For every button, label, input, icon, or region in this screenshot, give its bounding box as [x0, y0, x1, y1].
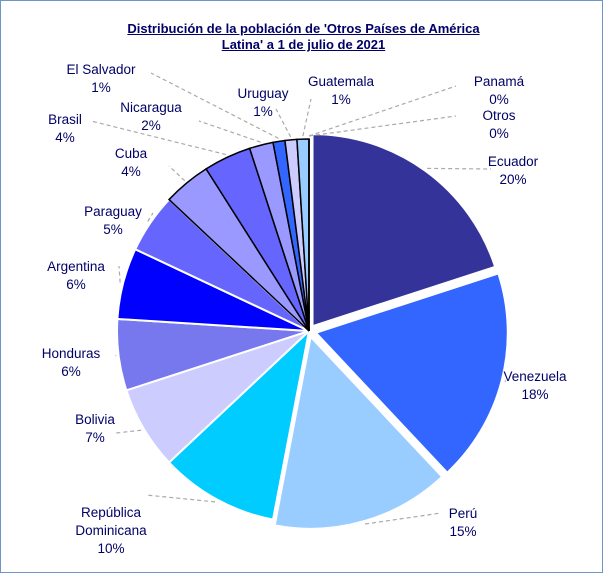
data-label: Uruguay 1% — [237, 85, 288, 121]
category-label: Bolivia — [75, 412, 115, 427]
value-label: 5% — [103, 222, 123, 237]
category-label: Perú — [448, 506, 478, 521]
leader-line — [115, 429, 142, 434]
value-label: 6% — [61, 364, 81, 379]
value-label: 15% — [449, 524, 477, 539]
value-label: 1% — [253, 104, 273, 119]
category-label: Guatemala — [307, 74, 375, 89]
category-label: Panamá — [473, 74, 525, 89]
data-label: Honduras 6% — [42, 345, 101, 381]
category-label: Paraguay — [84, 204, 142, 219]
data-label: Nicaragua 2% — [120, 99, 182, 135]
pie-slice — [311, 133, 497, 328]
data-label: Argentina 6% — [47, 258, 105, 294]
pie-slice — [167, 328, 311, 521]
data-label: Venezuela 18% — [503, 368, 566, 404]
leader-line — [275, 108, 292, 138]
leader-line — [168, 165, 186, 182]
leader-line — [364, 512, 442, 525]
category-label: Ecuador — [487, 154, 539, 169]
value-label: 4% — [121, 164, 141, 179]
value-label: 0% — [489, 126, 509, 141]
leader-line — [308, 115, 457, 137]
leader-line — [145, 494, 216, 503]
data-label: Panamá 0% — [474, 73, 524, 109]
leader-line — [427, 167, 492, 170]
data-label: República Dominicana 10% — [66, 504, 156, 558]
value-label: 7% — [85, 430, 105, 445]
value-label: 4% — [55, 130, 75, 145]
category-label: Uruguay — [237, 86, 289, 101]
leader-line — [147, 212, 154, 222]
value-label: 6% — [66, 277, 86, 292]
value-label: 1% — [331, 92, 351, 107]
leader-line — [118, 265, 121, 283]
leader-line — [302, 98, 312, 137]
category-label: Argentina — [47, 259, 105, 274]
value-label: 1% — [91, 80, 111, 95]
category-label: Brasil — [48, 112, 82, 127]
value-label: 18% — [521, 387, 549, 402]
data-label: Guatemala 1% — [308, 73, 374, 109]
pie-slice — [313, 272, 509, 475]
category-label: República Dominicana — [75, 505, 147, 538]
leader-line — [90, 120, 227, 156]
value-label: 20% — [499, 172, 527, 187]
data-label: Cuba 4% — [115, 145, 147, 181]
value-label: 0% — [489, 92, 509, 107]
value-label: 10% — [97, 541, 125, 556]
category-label: Nicaragua — [120, 100, 182, 115]
pie-slice — [273, 334, 444, 530]
category-label: Honduras — [41, 346, 101, 361]
data-label: Brasil 4% — [48, 111, 82, 147]
category-label: Venezuela — [503, 369, 567, 384]
data-label: Otros 0% — [482, 107, 515, 143]
leader-line — [198, 120, 261, 143]
data-label: El Salvador 1% — [66, 61, 135, 97]
data-label: Bolivia 7% — [75, 411, 115, 447]
value-label: 2% — [141, 118, 161, 133]
leader-line — [308, 85, 457, 137]
category-label: El Salvador — [66, 62, 136, 77]
chart-title: Distribución de la población de 'Otros P… — [127, 21, 480, 52]
category-label: Otros — [482, 108, 516, 123]
data-label: Perú 15% — [449, 505, 478, 541]
data-label: Ecuador 20% — [488, 153, 538, 189]
data-label: Paraguay 5% — [84, 203, 142, 239]
category-label: Cuba — [114, 146, 148, 161]
leader-line — [150, 72, 279, 139]
